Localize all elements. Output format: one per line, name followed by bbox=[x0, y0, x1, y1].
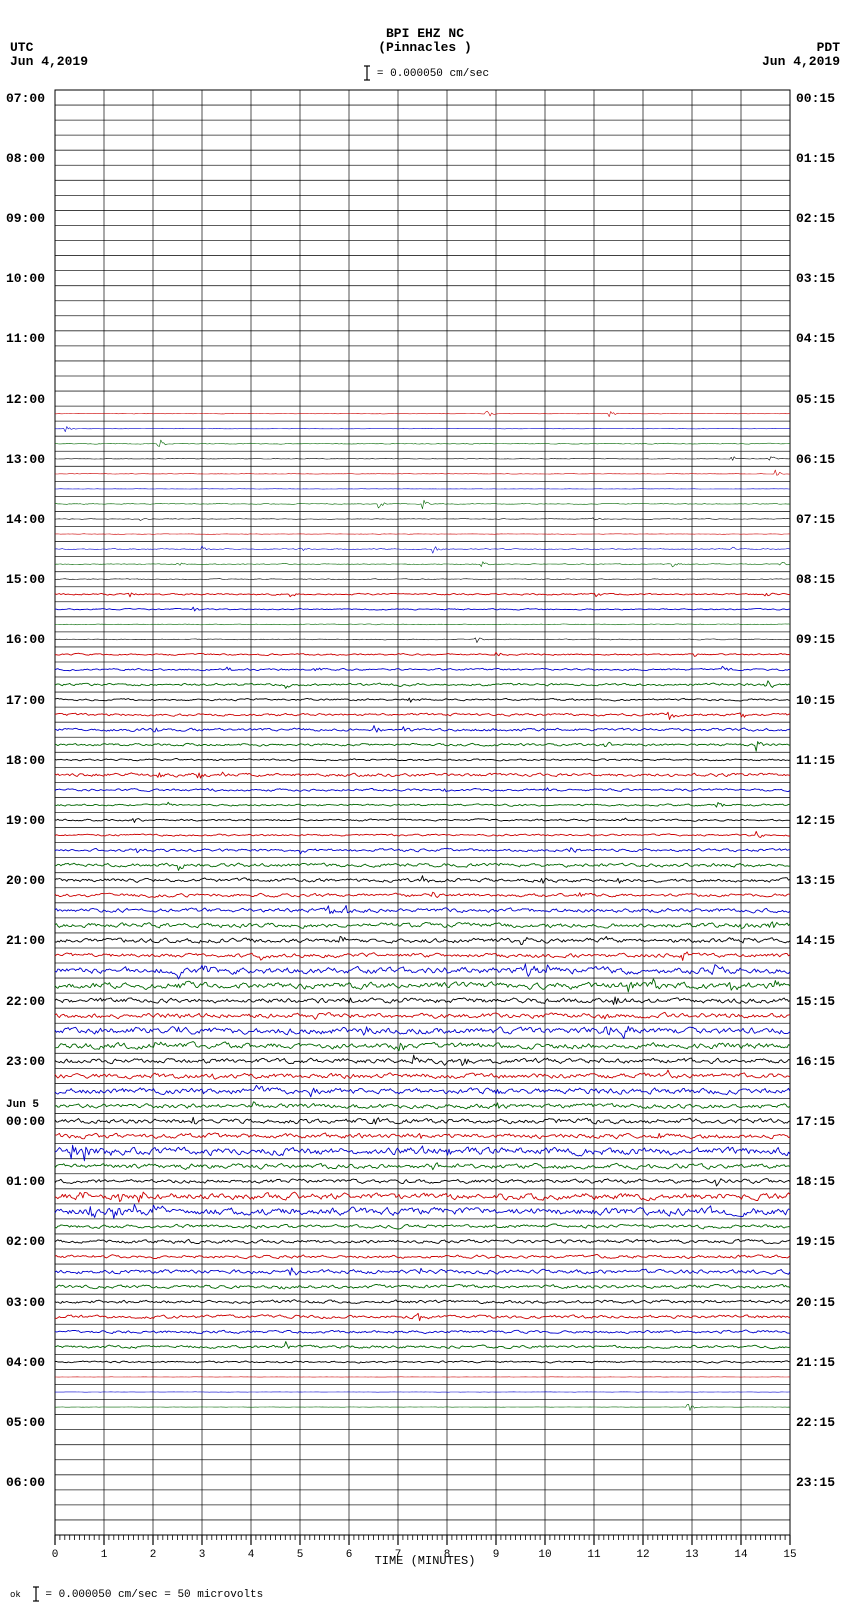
left-time-label: 15:00 bbox=[6, 572, 45, 587]
right-time-label: 08:15 bbox=[796, 572, 835, 587]
title-line-1: BPI EHZ NC bbox=[0, 26, 850, 41]
right-time-label: 17:15 bbox=[796, 1114, 835, 1129]
right-time-label: 06:15 bbox=[796, 452, 835, 467]
right-time-label: 04:15 bbox=[796, 331, 835, 346]
x-axis-label: TIME (MINUTES) bbox=[0, 1554, 850, 1568]
right-time-label: 16:15 bbox=[796, 1054, 835, 1069]
right-time-label: 20:15 bbox=[796, 1295, 835, 1310]
right-time-label: 23:15 bbox=[796, 1475, 835, 1490]
right-time-label: 22:15 bbox=[796, 1415, 835, 1430]
footer-scale: ok = 0.000050 cm/sec = 50 microvolts bbox=[10, 1585, 263, 1603]
right-time-label: 10:15 bbox=[796, 693, 835, 708]
right-time-label: 21:15 bbox=[796, 1355, 835, 1370]
left-time-label: 00:00 bbox=[6, 1114, 45, 1129]
right-time-label: 11:15 bbox=[796, 753, 835, 768]
right-time-label: 00:15 bbox=[796, 91, 835, 106]
right-time-label: 12:15 bbox=[796, 813, 835, 828]
right-time-label: 07:15 bbox=[796, 512, 835, 527]
left-time-label: 01:00 bbox=[6, 1174, 45, 1189]
right-time-label: 13:15 bbox=[796, 873, 835, 888]
right-time-label: 05:15 bbox=[796, 392, 835, 407]
left-time-label: 14:00 bbox=[6, 512, 45, 527]
left-time-label: 21:00 bbox=[6, 933, 45, 948]
left-time-label: 23:00 bbox=[6, 1054, 45, 1069]
seismogram-plot: 0123456789101112131415 bbox=[55, 90, 790, 1535]
scale-indicator: = 0.000050 cm/sec bbox=[0, 64, 850, 82]
left-time-label: 05:00 bbox=[6, 1415, 45, 1430]
seismogram-container: UTC Jun 4,2019 PDT Jun 4,2019 BPI EHZ NC… bbox=[0, 0, 850, 1613]
right-time-label: 03:15 bbox=[796, 271, 835, 286]
left-time-label: 13:00 bbox=[6, 452, 45, 467]
left-time-label: 16:00 bbox=[6, 632, 45, 647]
right-time-label: 18:15 bbox=[796, 1174, 835, 1189]
left-time-label: 09:00 bbox=[6, 211, 45, 226]
left-time-label: 17:00 bbox=[6, 693, 45, 708]
title-line-2: (Pinnacles ) bbox=[0, 40, 850, 55]
right-time-label: 14:15 bbox=[796, 933, 835, 948]
scale-text: = 0.000050 cm/sec bbox=[377, 68, 489, 80]
left-time-label: 03:00 bbox=[6, 1295, 45, 1310]
left-time-label: 02:00 bbox=[6, 1234, 45, 1249]
left-time-label: 07:00 bbox=[6, 91, 45, 106]
left-time-label: 11:00 bbox=[6, 331, 45, 346]
right-time-label: 01:15 bbox=[796, 151, 835, 166]
left-time-label: 19:00 bbox=[6, 813, 45, 828]
right-time-label: 19:15 bbox=[796, 1234, 835, 1249]
left-time-label: 06:00 bbox=[6, 1475, 45, 1490]
right-time-label: 15:15 bbox=[796, 994, 835, 1009]
left-time-label: 20:00 bbox=[6, 873, 45, 888]
left-time-label: 08:00 bbox=[6, 151, 45, 166]
footer-text: = 0.000050 cm/sec = 50 microvolts bbox=[45, 1589, 263, 1601]
right-time-label: 09:15 bbox=[796, 632, 835, 647]
left-time-label: Jun 5 bbox=[6, 1099, 39, 1111]
left-time-label: 10:00 bbox=[6, 271, 45, 286]
footer-prefix: ok bbox=[10, 1590, 21, 1600]
left-time-label: 18:00 bbox=[6, 753, 45, 768]
right-time-label: 02:15 bbox=[796, 211, 835, 226]
left-time-label: 12:00 bbox=[6, 392, 45, 407]
left-time-label: 04:00 bbox=[6, 1355, 45, 1370]
left-time-label: 22:00 bbox=[6, 994, 45, 1009]
